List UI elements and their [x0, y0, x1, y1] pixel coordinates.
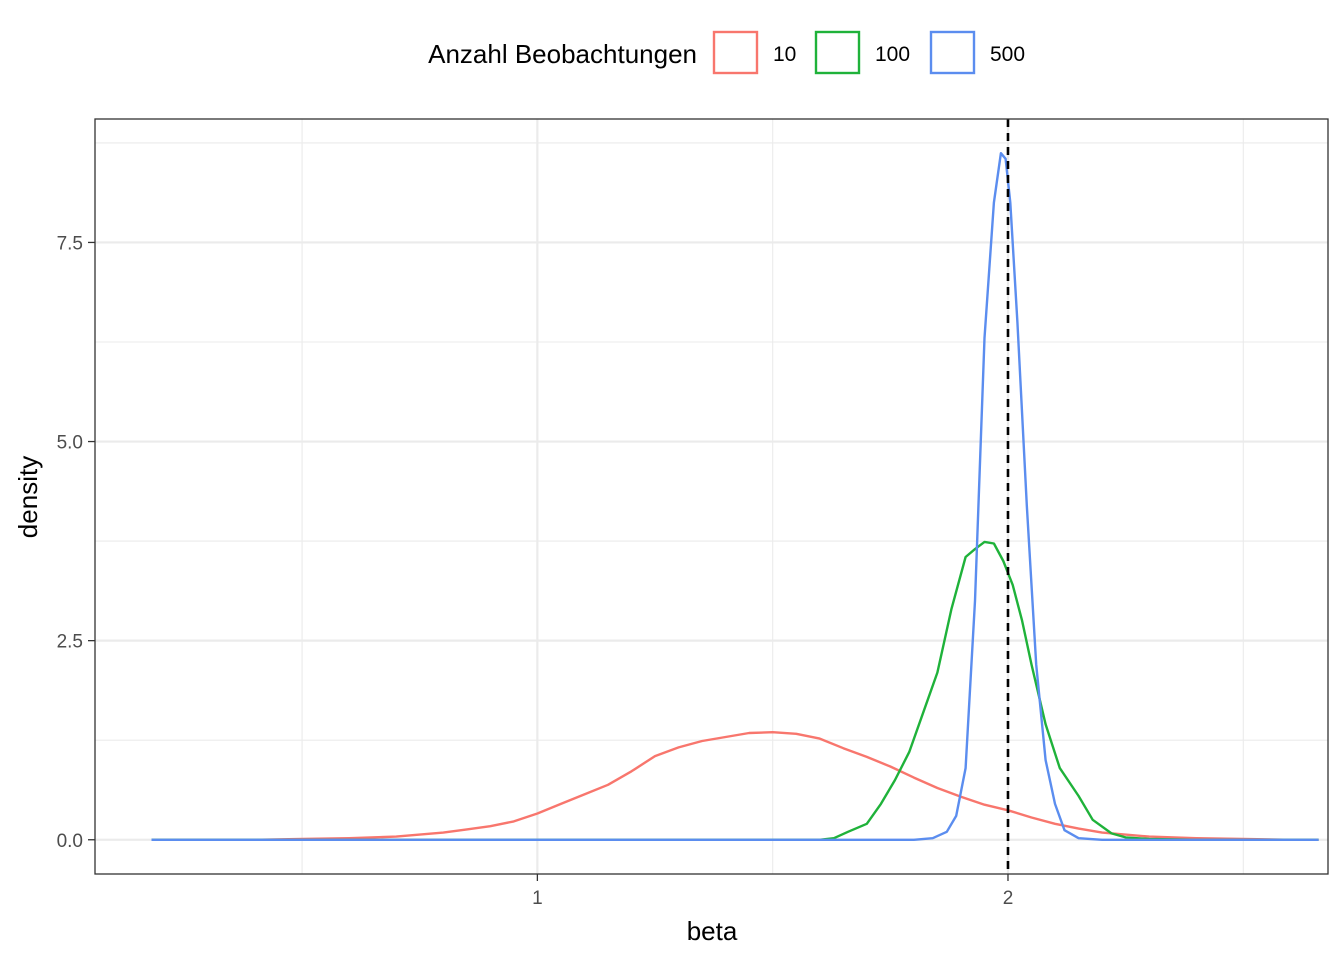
legend-item-10: 10 [712, 30, 796, 75]
y-axis-title: density [13, 456, 43, 538]
legend: Anzahl Beobachtungen 10 100 500 [428, 30, 1025, 75]
panel-border [94, 118, 1329, 875]
y-tick-label: 0.0 [57, 831, 83, 852]
y-tick-label: 7.5 [57, 233, 83, 254]
grid-minor [95, 119, 1328, 874]
x-tick-label: 1 [532, 888, 543, 909]
grid-major [95, 119, 1328, 874]
series-line-100 [151, 540, 1319, 841]
y-axis: 0.0 2.5 5.0 7.5 [57, 233, 95, 852]
legend-key-10 [712, 30, 759, 75]
legend-label-500: 500 [990, 43, 1025, 66]
legend-item-100: 100 [814, 30, 910, 75]
legend-item-500: 500 [929, 30, 1025, 75]
legend-key-100 [814, 30, 861, 75]
series-lines [151, 152, 1319, 841]
x-axis-title: beta [687, 916, 738, 946]
y-tick-label: 2.5 [57, 632, 83, 653]
series-line-500 [151, 152, 1319, 841]
plot-panel [94, 118, 1329, 875]
legend-label-10: 10 [773, 43, 796, 66]
x-tick-label: 2 [1003, 888, 1014, 909]
legend-label-100: 100 [875, 43, 910, 66]
series-line-10 [151, 731, 1319, 841]
legend-title: Anzahl Beobachtungen [428, 39, 697, 69]
y-tick-label: 5.0 [57, 433, 83, 454]
legend-key-500 [929, 30, 976, 75]
